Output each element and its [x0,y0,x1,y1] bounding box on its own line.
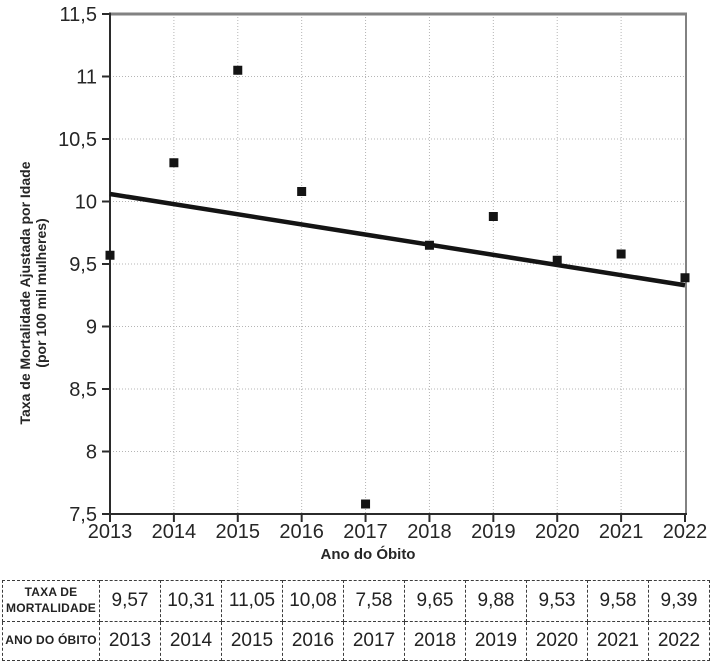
rate-cell: 11,05 [221,580,283,622]
rate-cell: 9,57 [99,580,161,622]
year-header-cell: ANO DO ÓBITO [2,621,100,661]
x-tick-label: 2019 [471,521,516,543]
year-cell: 2022 [648,621,710,661]
x-tick-label: 2017 [343,521,388,543]
y-tick-label: 11 [76,67,97,89]
x-tick-label: 2022 [663,521,708,543]
rate-cell: 10,08 [282,580,344,622]
x-tick-label: 2020 [535,521,580,543]
y-tick-label: 9,5 [69,254,97,276]
y-tick-label: 10,5 [58,129,97,151]
year-cell: 2013 [99,621,161,661]
y-tick-label: 7,5 [69,504,97,526]
y-axis-label-line1: Taxa de Mortalidade Ajustada por Idade [17,161,33,424]
rate-cell: 9,58 [587,580,649,622]
trend-line [109,191,686,288]
year-cell: 2020 [526,621,588,661]
x-tick-label: 2013 [88,521,133,543]
mortality-scatter-chart: 7,5 8 8,5 9 9,5 10 10,5 11 11,5 2013 2014 2015 2016 2… [17,4,708,563]
data-point [552,255,562,265]
data-point [616,249,626,259]
data-point [488,212,498,221]
year-cell: 2017 [343,621,405,661]
y-tick-label: 9 [86,317,97,339]
year-cell: 2015 [221,621,283,661]
year-cell: 2016 [282,621,344,661]
data-point [680,273,690,283]
y-tick-label: 11,5 [60,4,97,26]
x-tick-label: 2016 [279,521,324,543]
x-axis-label: Ano do Óbito [321,545,416,563]
year-cell: 2019 [465,621,527,661]
data-point [169,158,179,168]
rate-header-line2: MORTALIDADE [6,601,96,615]
rate-cell: 9,88 [465,580,527,622]
data-point [361,499,371,509]
data-table: TAXA DE MORTALIDADE 9,57 10,31 11,05 10,… [2,580,710,661]
rate-header-cell: TAXA DE MORTALIDADE [2,580,100,622]
year-cell: 2021 [587,621,649,661]
rate-cell: 9,39 [648,580,710,622]
rate-row: TAXA DE MORTALIDADE 9,57 10,31 11,05 10,… [2,580,710,622]
x-tick-label: 2021 [599,521,644,543]
data-point [233,65,243,75]
rate-cell: 9,53 [526,580,588,622]
year-cell: 2014 [160,621,222,661]
y-tick-label: 10 [75,192,97,214]
rate-header-line1: TAXA DE [24,585,78,600]
year-row: ANO DO ÓBITO 2013 2014 2015 2016 2017 20… [2,621,710,661]
rate-cell: 7,58 [343,580,405,622]
y-tick-label: 8 [86,442,97,464]
x-tick-label: 2018 [407,521,452,543]
x-tick-label: 2014 [152,521,197,543]
y-tick-label: 8,5 [69,379,97,401]
rate-cell: 10,31 [160,580,222,622]
y-axis-label-line2: (por 100 mil mulheres) [33,218,49,367]
year-cell: 2018 [404,621,466,661]
data-point [105,250,115,260]
x-tick-label: 2015 [216,521,261,543]
rate-cell: 9,65 [404,580,466,622]
data-point [297,187,307,196]
data-point [424,240,434,250]
